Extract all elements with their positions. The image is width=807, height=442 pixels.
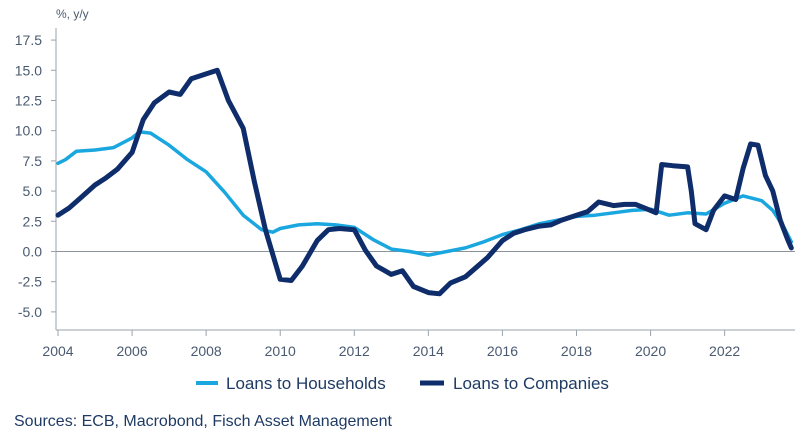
y-tick-label: -5.0 xyxy=(18,304,42,320)
y-tick-label: 0.0 xyxy=(23,243,43,259)
y-tick-label: 7.5 xyxy=(23,153,43,169)
legend-label-companies: Loans to Companies xyxy=(453,374,609,393)
y-ticks: -5.0 -2.5 0.0 2.5 5.0 7.5 10.0 12.5 15.0 17.5 xyxy=(15,32,56,320)
source-note: Sources: ECB, Macrobond, Fisch Asset Man… xyxy=(14,413,393,430)
x-tick-label: 2010 xyxy=(265,343,296,359)
x-tick-label: 2012 xyxy=(339,343,370,359)
y-tick-label: 12.5 xyxy=(15,92,42,108)
series-line-households xyxy=(56,130,794,257)
y-tick-label: 17.5 xyxy=(15,32,42,48)
x-ticks: 2004 2006 2008 2010 2012 2014 2016 2018 2020 2022 xyxy=(42,330,740,359)
y-tick-label: 2.5 xyxy=(23,213,43,229)
x-tick-label: 2014 xyxy=(413,343,444,359)
y-tick-label: 10.0 xyxy=(15,123,42,139)
series-line-companies xyxy=(55,67,794,297)
legend-item-companies: Loans to Companies xyxy=(420,374,609,393)
x-tick-label: 2004 xyxy=(42,343,73,359)
y-unit-label: %, y/y xyxy=(56,7,89,21)
legend: Loans to Households Loans to Companies xyxy=(196,374,609,393)
x-tick-label: 2018 xyxy=(561,343,592,359)
x-tick-label: 2006 xyxy=(116,343,147,359)
x-tick-label: 2008 xyxy=(191,343,222,359)
y-tick-label: 15.0 xyxy=(15,62,42,78)
series-group xyxy=(55,67,794,297)
y-tick-label: 5.0 xyxy=(23,183,43,199)
x-tick-label: 2022 xyxy=(709,343,740,359)
x-tick-label: 2020 xyxy=(635,343,666,359)
legend-label-households: Loans to Households xyxy=(226,374,386,393)
x-tick-label: 2016 xyxy=(487,343,518,359)
y-tick-label: -2.5 xyxy=(18,274,42,290)
legend-item-households: Loans to Households xyxy=(196,374,386,393)
